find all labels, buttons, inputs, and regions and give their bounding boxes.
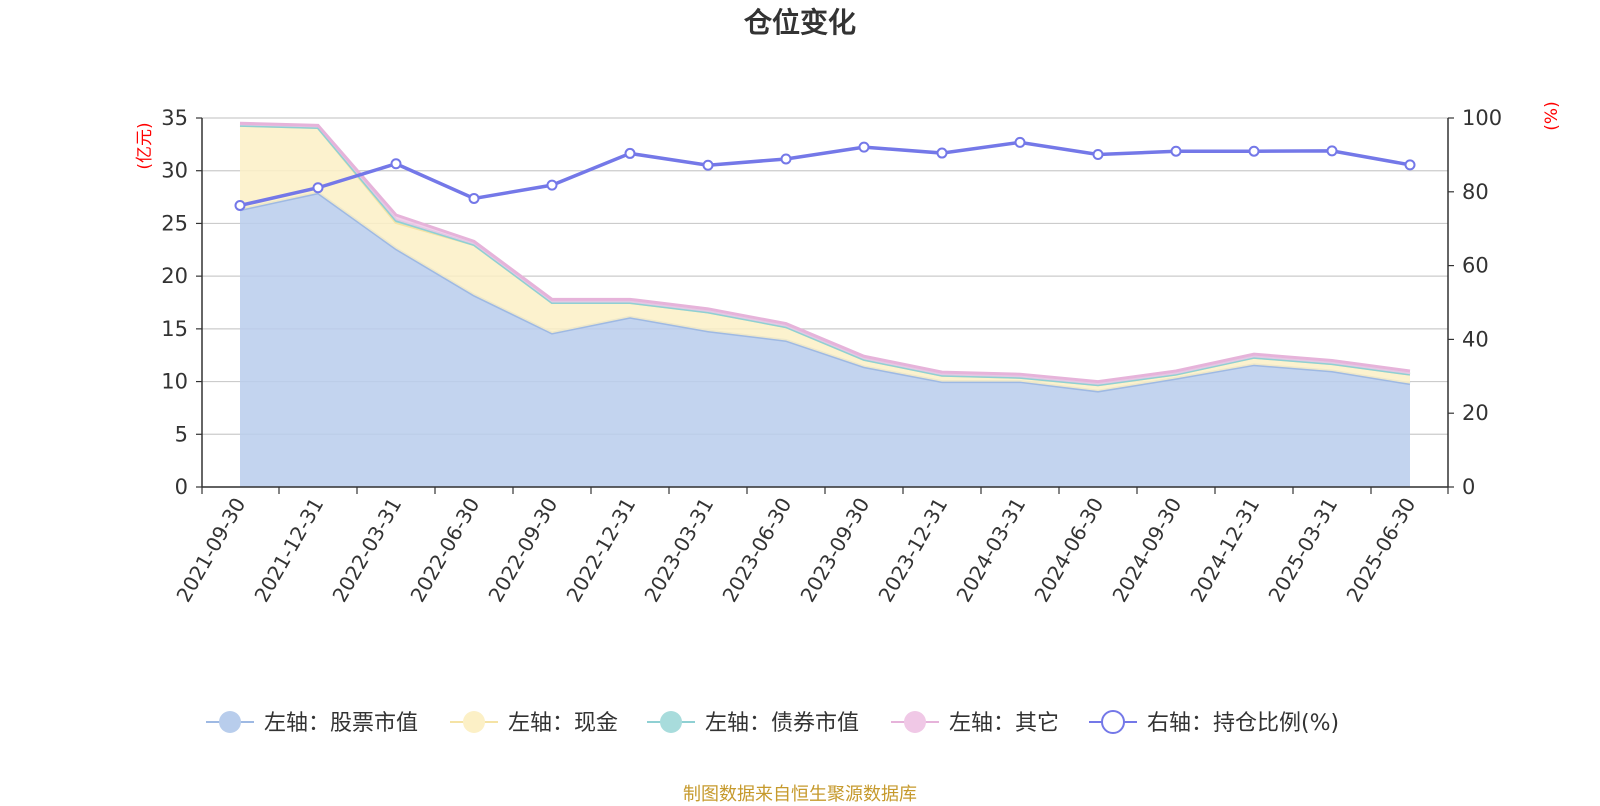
- line-point: [1170, 145, 1182, 157]
- data-source-note: 制图数据来自恒生聚源数据库: [683, 784, 917, 805]
- ratio-line: [234, 136, 1416, 211]
- x-tick-label: 2023-12-31: [873, 494, 952, 607]
- area-series-3-line: [239, 121, 1411, 384]
- line-point: [858, 141, 870, 153]
- line-point: [1014, 136, 1026, 148]
- legend-symbol: [904, 711, 926, 733]
- legend-label: 右轴：持仓比例(%): [1147, 711, 1339, 736]
- area-series-0: [240, 192, 1410, 487]
- legend-item-2[interactable]: 左轴：债券市值: [647, 711, 859, 736]
- right-tick-label: 80: [1462, 180, 1489, 204]
- x-tick-label: 2021-12-31: [249, 494, 328, 607]
- line-point: [390, 158, 402, 170]
- line-point: [1404, 159, 1416, 171]
- legend-symbol: [1101, 710, 1125, 734]
- legend-symbol: [463, 711, 485, 733]
- x-tick-label: 2024-03-31: [951, 494, 1030, 607]
- line-point: [546, 179, 558, 191]
- x-tick-label: 2022-12-31: [561, 494, 640, 607]
- area-series-1: [240, 125, 1410, 392]
- x-tick-label: 2021-09-30: [171, 494, 250, 607]
- line-point: [1092, 149, 1104, 161]
- x-tick-label: 2022-09-30: [483, 494, 562, 607]
- x-tick-label: 2023-09-30: [795, 494, 874, 607]
- line-point: [312, 182, 324, 194]
- right-tick-label: 20: [1462, 401, 1489, 425]
- x-tick-label: 2024-12-31: [1185, 494, 1264, 607]
- left-tick-label: 10: [161, 370, 188, 394]
- line-point: [1326, 145, 1338, 157]
- left-tick-label: 15: [161, 317, 188, 341]
- x-tick-label: 2025-03-31: [1263, 494, 1342, 607]
- left-tick-label: 0: [175, 475, 188, 499]
- right-tick-label: 60: [1462, 254, 1489, 278]
- line-point: [1248, 145, 1260, 157]
- left-tick-label: 25: [161, 211, 188, 235]
- line-point: [780, 153, 792, 165]
- right-tick-label: 40: [1462, 327, 1489, 351]
- line-point: [936, 147, 948, 159]
- legend-item-0[interactable]: 左轴：股票市值: [206, 711, 418, 736]
- right-tick-label: 100: [1462, 106, 1502, 130]
- line-point: [468, 192, 480, 204]
- left-tick-label: 5: [175, 422, 188, 446]
- left-axis-unit: (亿元): [135, 122, 155, 169]
- right-axis-unit: (%): [1542, 101, 1562, 130]
- x-tick-label: 2022-03-31: [327, 494, 406, 607]
- line-point: [234, 199, 246, 211]
- x-tick-label: 2024-09-30: [1107, 494, 1186, 607]
- legend-item-3[interactable]: 左轴：其它: [891, 711, 1059, 736]
- legend-label: 左轴：债券市值: [705, 711, 859, 736]
- chart-title: 仓位变化: [744, 6, 856, 39]
- x-tick-label: 2025-06-30: [1341, 494, 1420, 607]
- legend-item-4[interactable]: 右轴：持仓比例(%): [1089, 710, 1339, 736]
- stacked-areas: [239, 121, 1411, 487]
- x-tick-label: 2024-06-30: [1029, 494, 1108, 607]
- legend-item-1[interactable]: 左轴：现金: [450, 711, 618, 736]
- line-point: [702, 159, 714, 171]
- line-point: [624, 147, 636, 159]
- legend-label: 左轴：现金: [508, 711, 618, 736]
- legend-symbol: [219, 711, 241, 733]
- legend-label: 左轴：其它: [949, 711, 1059, 736]
- x-tick-label: 2023-03-31: [639, 494, 718, 607]
- left-tick-label: 30: [161, 159, 188, 183]
- x-tick-label: 2022-06-30: [405, 494, 484, 607]
- legend-symbol: [660, 711, 682, 733]
- line-series-0: [239, 140, 1411, 208]
- right-tick-label: 0: [1462, 475, 1475, 499]
- legend: 左轴：股票市值 左轴：现金 左轴：债券市值 左轴：其它 右轴：持仓比例(%): [206, 710, 1339, 736]
- x-tick-label: 2023-06-30: [717, 494, 796, 607]
- left-tick-label: 35: [161, 106, 188, 130]
- legend-label: 左轴：股票市值: [264, 711, 418, 736]
- left-tick-label: 20: [161, 264, 188, 288]
